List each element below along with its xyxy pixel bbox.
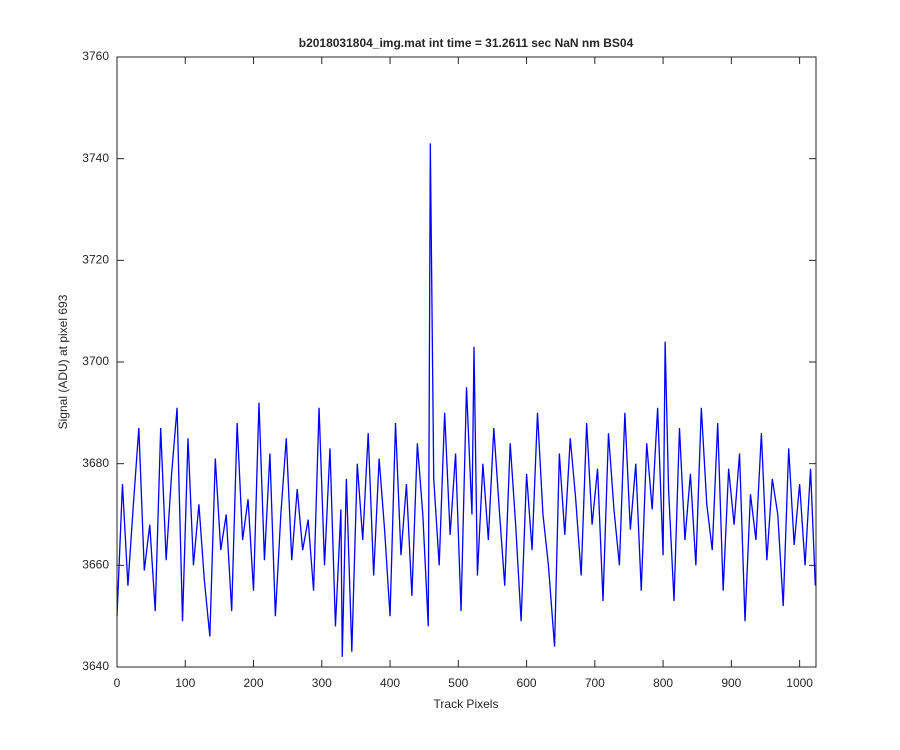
x-tick-label: 700	[585, 676, 605, 690]
chart-title: b2018031804_img.mat int time = 31.2611 s…	[299, 36, 634, 50]
x-tick-label: 600	[517, 676, 537, 690]
y-tick-label: 3640	[82, 659, 109, 673]
y-tick-label: 3680	[82, 456, 109, 470]
x-tick-label: 1000	[786, 676, 813, 690]
x-tick-label: 300	[312, 676, 332, 690]
x-tick-label: 900	[721, 676, 741, 690]
y-tick-label: 3660	[82, 558, 109, 572]
y-tick-label: 3700	[82, 354, 109, 368]
y-axis-label: Signal (ADU) at pixel 693	[56, 294, 70, 429]
x-axis-label: Track Pixels	[434, 697, 499, 711]
y-tick-label: 3760	[82, 49, 109, 63]
data-line	[116, 143, 816, 657]
y-tick-label: 3720	[82, 253, 109, 267]
x-tick-label: 800	[653, 676, 673, 690]
x-tick-label: 500	[448, 676, 468, 690]
x-tick-label: 400	[380, 676, 400, 690]
x-tick-label: 200	[244, 676, 264, 690]
x-tick-label: 0	[114, 676, 121, 690]
y-tick-label: 3740	[82, 151, 109, 165]
x-tick-label: 100	[175, 676, 195, 690]
